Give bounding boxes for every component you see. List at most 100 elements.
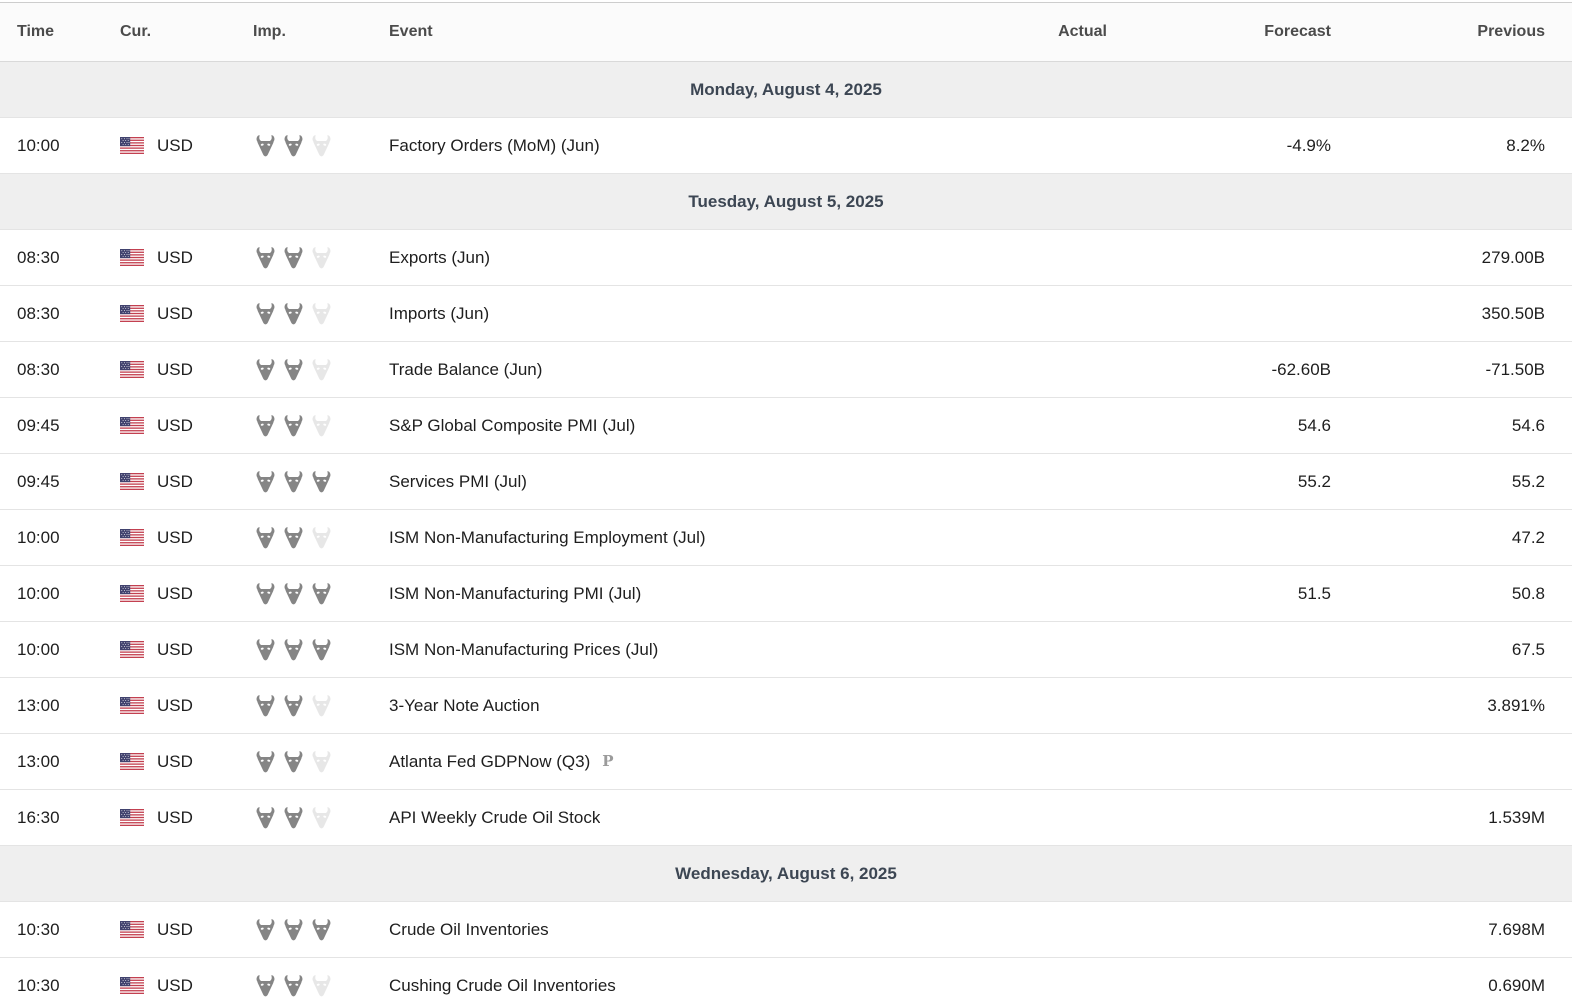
bull-icon (309, 302, 334, 325)
event-row[interactable]: 10:00 (0, 510, 1572, 566)
bull-icon (309, 134, 334, 157)
event-row[interactable]: 08:30 (0, 342, 1572, 398)
event-name[interactable]: ISM Non-Manufacturing Employment (Jul) (389, 527, 706, 547)
importance-indicator (253, 134, 389, 157)
importance-indicator (253, 974, 389, 997)
event-row[interactable]: 10:00 (0, 566, 1572, 622)
currency-label: USD (157, 247, 193, 267)
event-name-cell[interactable]: ISM Non-Manufacturing Employment (Jul) (389, 528, 917, 548)
bull-icon (309, 974, 334, 997)
previous-value: 50.8 (1511, 583, 1545, 603)
serif-p-marker: P (602, 752, 614, 770)
event-row[interactable]: 13:00 (0, 678, 1572, 734)
event-currency-cell: USD (120, 416, 253, 436)
bull-icon (309, 806, 334, 829)
event-name[interactable]: Imports (Jun) (389, 303, 490, 323)
event-row[interactable]: 08:30 (0, 230, 1572, 286)
event-name-cell[interactable]: ISM Non-Manufacturing PMI (Jul) (389, 584, 917, 604)
bull-icon (281, 750, 306, 773)
us-flag-icon (120, 697, 144, 714)
bull-icon (253, 694, 278, 717)
us-flag-icon (120, 473, 144, 490)
previous-value: 67.5 (1511, 639, 1545, 659)
currency-label: USD (157, 135, 193, 155)
table-header-row: Time Cur. Imp. Event Actual Forecast Pre… (0, 2, 1572, 62)
event-time: 16:30 (17, 807, 60, 827)
event-name[interactable]: Exports (Jun) (389, 247, 491, 267)
bull-icon (309, 750, 334, 773)
event-name-cell[interactable]: Imports (Jun) (389, 304, 917, 324)
event-name-cell[interactable]: Exports (Jun) (389, 248, 917, 268)
event-currency-cell: USD (120, 528, 253, 548)
col-header-time: Time (17, 23, 55, 40)
bull-icon (309, 358, 334, 381)
col-header-event: Event (389, 23, 433, 40)
event-row[interactable]: 10:00 (0, 622, 1572, 678)
bull-icon (253, 638, 278, 661)
previous-value: 350.50B (1481, 303, 1545, 323)
bull-icon (309, 526, 334, 549)
event-row[interactable]: 16:30 (0, 790, 1572, 846)
event-name[interactable]: ISM Non-Manufacturing PMI (Jul) (389, 583, 642, 603)
event-name[interactable]: Atlanta Fed GDPNow (Q3) (389, 751, 591, 771)
event-currency-cell: USD (120, 136, 253, 156)
bull-icon (253, 414, 278, 437)
col-header-importance: Imp. (253, 23, 286, 40)
event-name[interactable]: Factory Orders (MoM) (Jun) (389, 135, 600, 155)
event-name-cell[interactable]: ISM Non-Manufacturing Prices (Jul) (389, 640, 917, 660)
event-name-cell[interactable]: API Weekly Crude Oil Stock (389, 808, 917, 828)
day-header-row: Monday, August 4, 2025 (0, 62, 1572, 118)
event-row[interactable]: 09:45 (0, 398, 1572, 454)
event-time: 10:00 (17, 135, 60, 155)
us-flag-icon (120, 753, 144, 770)
event-name[interactable]: Trade Balance (Jun) (389, 359, 543, 379)
event-name[interactable]: S&P Global Composite PMI (Jul) (389, 415, 636, 435)
us-flag-icon (120, 585, 144, 602)
importance-indicator (253, 526, 389, 549)
importance-indicator (253, 302, 389, 325)
event-row[interactable]: 08:30 (0, 286, 1572, 342)
event-row[interactable]: 10:00 (0, 118, 1572, 174)
event-name-cell[interactable]: Services PMI (Jul) (389, 472, 917, 492)
event-name[interactable]: ISM Non-Manufacturing Prices (Jul) (389, 639, 659, 659)
event-name[interactable]: API Weekly Crude Oil Stock (389, 807, 601, 827)
event-time: 13:00 (17, 695, 60, 715)
importance-indicator (253, 638, 389, 661)
importance-indicator (253, 414, 389, 437)
event-name-cell[interactable]: Factory Orders (MoM) (Jun) (389, 136, 917, 156)
bull-icon (281, 638, 306, 661)
currency-label: USD (157, 639, 193, 659)
event-name[interactable]: Cushing Crude Oil Inventories (389, 975, 616, 995)
event-row[interactable]: 10:30 (0, 958, 1572, 1000)
event-currency-cell: USD (120, 640, 253, 660)
bull-icon (253, 750, 278, 773)
event-name-cell[interactable]: Crude Oil Inventories (389, 920, 917, 940)
event-name[interactable]: Crude Oil Inventories (389, 919, 549, 939)
calendar-rows: Monday, August 4, 2025 10:00 (0, 62, 1572, 1000)
event-row[interactable]: 09:45 (0, 454, 1572, 510)
event-time: 10:30 (17, 919, 60, 939)
event-name-cell[interactable]: S&P Global Composite PMI (Jul) (389, 416, 917, 436)
bull-icon (281, 806, 306, 829)
event-name-cell[interactable]: 3-Year Note Auction (389, 696, 917, 716)
previous-value: 7.698M (1488, 919, 1545, 939)
bull-icon (281, 582, 306, 605)
bull-icon (281, 414, 306, 437)
event-name[interactable]: Services PMI (Jul) (389, 471, 527, 491)
event-name-cell[interactable]: Cushing Crude Oil Inventories (389, 976, 917, 996)
event-name[interactable]: 3-Year Note Auction (389, 695, 540, 715)
importance-indicator (253, 582, 389, 605)
event-row[interactable]: 13:00 (0, 734, 1572, 790)
event-time: 10:30 (17, 975, 60, 995)
event-row[interactable]: 10:30 (0, 902, 1572, 958)
us-flag-icon (120, 305, 144, 322)
bull-icon (253, 974, 278, 997)
currency-label: USD (157, 471, 193, 491)
event-name-cell[interactable]: Trade Balance (Jun) (389, 360, 917, 380)
event-time: 08:30 (17, 303, 60, 323)
day-label: Tuesday, August 5, 2025 (688, 191, 884, 211)
event-currency-cell: USD (120, 584, 253, 604)
bull-icon (309, 582, 334, 605)
day-label: Wednesday, August 6, 2025 (675, 863, 897, 883)
event-name-cell[interactable]: Atlanta Fed GDPNow (Q3) P (389, 752, 917, 772)
